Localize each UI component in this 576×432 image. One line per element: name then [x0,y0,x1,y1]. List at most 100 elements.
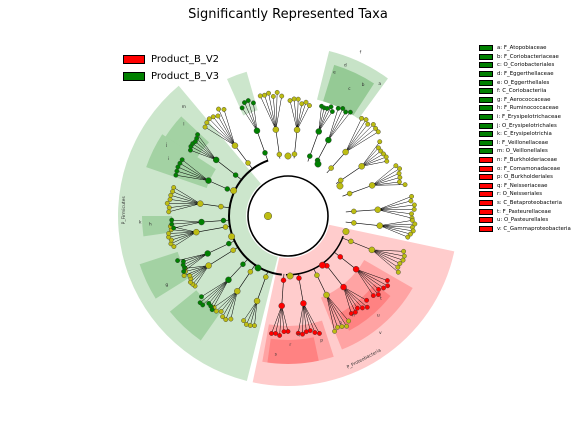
taxon-letter: o [339,321,342,326]
taxa-legend-entry: q: F_Neisseriaceae [479,182,571,191]
tree-branch [195,141,217,161]
tree-branch [176,170,209,181]
tree-branch [355,269,379,290]
tree-leaf [266,90,271,96]
tree-leaf [378,148,384,154]
tree-branch [271,305,282,334]
tree-leaf [175,164,181,170]
tree-branch [171,229,197,233]
tree-leaf [385,283,391,289]
tree-leaf [364,304,370,310]
tree-leaf [179,157,185,163]
tree-leaf [312,330,318,335]
taxa-legend-entry: p: O_Burkholderiales [479,173,571,182]
tree-node [234,288,241,295]
legend-swatch [123,72,145,81]
tree-branch [244,102,258,131]
tree-leaf [242,100,247,106]
tree-branch [234,145,254,170]
tree-branch [190,265,209,279]
taxa-legend-entry: j: O_Erysipelotrichales [479,121,571,130]
tree-node [230,247,236,253]
tree-node [225,276,232,284]
tree-leaf [216,106,221,112]
tree-branch [345,119,367,153]
phylum-node [228,233,236,240]
tree-branch [293,98,298,130]
taxon-letter: a [378,82,381,87]
phylum-label: P_Firmicutes [121,196,127,225]
tree-leaf [167,197,173,202]
tree-leaf [375,292,381,297]
tree-node [323,291,330,299]
taxa-legend-swatch [479,199,493,206]
tree-leaf [317,330,322,336]
tree-leaf [401,248,406,254]
taxa-legend-label: p: O_Burkholderiales [497,174,553,181]
tree-branch [379,225,411,235]
tree-branch [377,204,415,210]
tree-branch [377,200,411,210]
tree-branch [170,199,201,204]
taxon-letter: q [297,333,300,338]
tree-branch [361,147,379,167]
tree-branch [372,173,400,186]
taxa-legend-entry: b: F_Coriobacteriaceae [479,53,571,62]
clade-highlight [267,337,319,364]
tree-branch [355,269,374,296]
phylum-node [286,272,294,280]
tree-leaf [340,106,346,111]
tree-node [351,220,357,226]
tree-branch [196,138,217,161]
tree-branch [183,253,208,266]
tree-branch [371,249,398,268]
taxa-legend-swatch [479,208,493,215]
tree-node [342,148,349,156]
tree-branch [361,156,387,167]
tree-leaf [370,122,376,127]
tree-branch [200,203,231,209]
tree-leaf [405,234,411,240]
tree-leaf [328,104,334,110]
tree-leaf [241,318,247,323]
tree-branch [273,96,277,130]
tree-node [296,275,302,281]
taxa-legend-entry: s: C_Betaproteobacteria [479,199,571,208]
taxon-letter: c [348,87,351,92]
tree-branch [177,253,208,261]
tree-branch [169,203,201,208]
tree-leaf [181,259,186,264]
tree-leaf [384,158,390,164]
tree-leaf [347,109,353,115]
tree-leaf [412,221,418,227]
taxa-legend-label: q: F_Neisseriaceae [497,182,548,189]
taxa-legend-entry: m: O_Veillonellales [479,147,571,156]
tree-branch [328,112,351,141]
tree-node [368,246,376,254]
tree-branch [223,109,236,146]
tree-leaf [300,331,305,337]
tree-leaf [363,117,369,123]
tree-branch [328,108,344,141]
tree-branch [318,111,333,132]
legend-label: Product_B_V3 [151,71,220,82]
tree-branch [289,100,298,130]
taxa-legend-swatch [479,131,493,138]
tree-leaf [206,116,212,122]
taxa-legend-label: d: F_Eggerthellaceae [497,71,554,78]
tree-branch [275,92,278,130]
tree-leaf [409,211,414,217]
taxa-legend-swatch [479,191,493,198]
tree-branch [222,291,238,317]
tree-branch [182,159,209,181]
tree-leaf [164,200,170,206]
tree-leaf [411,202,417,208]
taxa-legend-label: a: F_Atopobiaceae [497,45,547,52]
tree-branch [171,231,197,241]
taxa-legend-swatch [479,45,493,52]
taxon-letter: k [139,220,142,226]
tree-branch [172,191,201,204]
tree-node [240,261,246,267]
taxa-legend-label: r: O_Neisseriales [497,191,543,198]
tree-leaf [384,278,390,283]
